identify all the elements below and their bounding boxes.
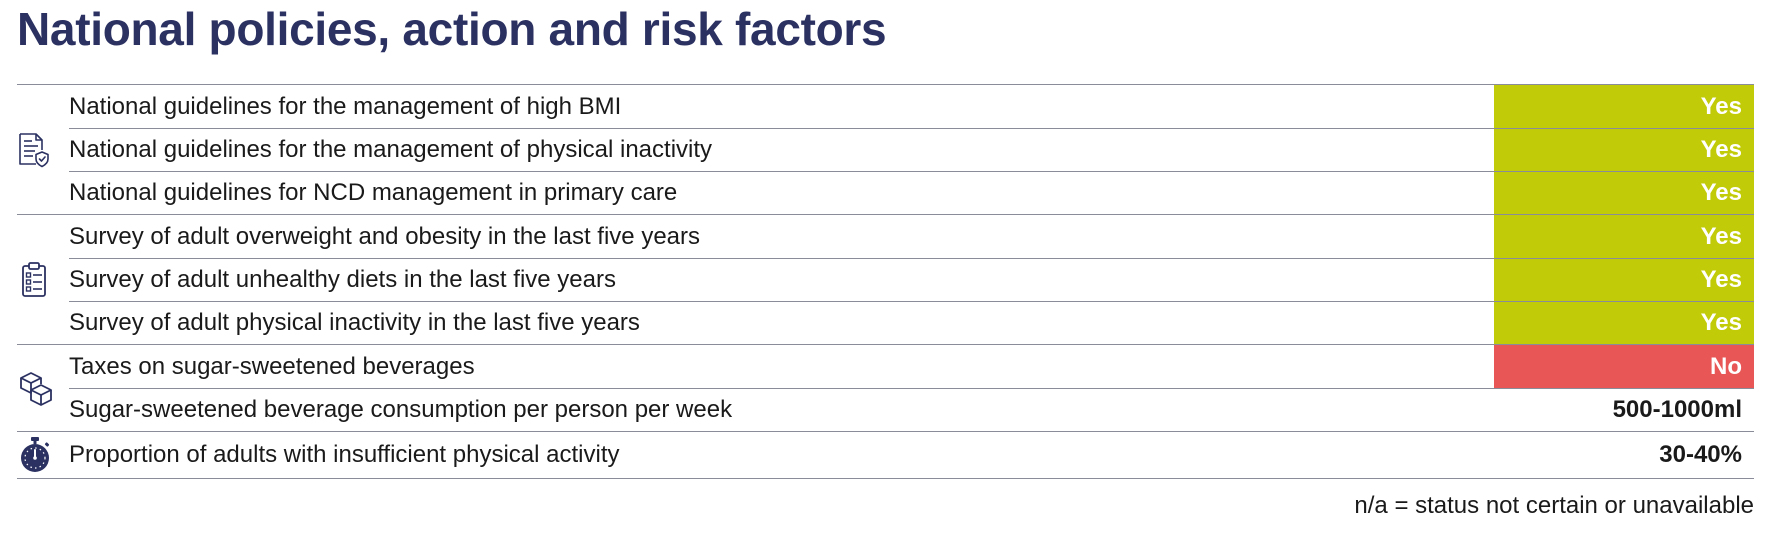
row-label: National guidelines for the management o… xyxy=(69,92,622,120)
table-row: Survey of adult physical inactivity in t… xyxy=(69,301,1754,344)
indicator-table: National guidelines for the management o… xyxy=(17,84,1754,479)
status-value: Yes xyxy=(1494,171,1754,214)
boxes-icon xyxy=(17,345,69,431)
page-title: National policies, action and risk facto… xyxy=(17,3,887,55)
beverages-group: Taxes on sugar-sweetened beverages No Su… xyxy=(17,345,1754,432)
measure-value: 500-1000ml xyxy=(1494,388,1754,431)
activity-group: Proportion of adults with insufficient p… xyxy=(17,432,1754,479)
table-row: National guidelines for the management o… xyxy=(69,85,1754,128)
row-label: Survey of adult overweight and obesity i… xyxy=(69,222,701,250)
guidelines-group: National guidelines for the management o… xyxy=(17,85,1754,215)
row-label: National guidelines for NCD management i… xyxy=(69,171,1494,214)
table-row: National guidelines for NCD management i… xyxy=(69,171,1754,214)
stopwatch-icon xyxy=(17,432,69,478)
table-row: Proportion of adults with insufficient p… xyxy=(69,432,1754,478)
row-label: Taxes on sugar-sweetened beverages xyxy=(69,352,475,380)
surveys-group: Survey of adult overweight and obesity i… xyxy=(17,215,1754,345)
survey-clipboard-icon xyxy=(17,215,69,344)
row-label: Proportion of adults with insufficient p… xyxy=(69,441,620,468)
status-value: Yes xyxy=(1494,301,1754,344)
row-label: Survey of adult unhealthy diets in the l… xyxy=(69,258,1494,301)
row-label: Survey of adult physical inactivity in t… xyxy=(69,301,1494,344)
row-label: National guidelines for the management o… xyxy=(69,128,1494,171)
table-row: Sugar-sweetened beverage consumption per… xyxy=(69,388,1754,431)
table-row: Survey of adult unhealthy diets in the l… xyxy=(69,258,1754,301)
guideline-document-icon xyxy=(17,85,69,214)
row-label: Sugar-sweetened beverage consumption per… xyxy=(69,388,1494,431)
status-value: Yes xyxy=(1494,258,1754,301)
status-value: Yes xyxy=(1494,85,1754,128)
status-value: Yes xyxy=(1494,128,1754,171)
status-value: No xyxy=(1494,345,1754,388)
status-value: Yes xyxy=(1494,215,1754,258)
table-row: Taxes on sugar-sweetened beverages No xyxy=(69,345,1754,388)
table-row: National guidelines for the management o… xyxy=(69,128,1754,171)
measure-value: 30-40% xyxy=(1659,441,1742,468)
footnote: n/a = status not certain or unavailable xyxy=(1354,492,1754,519)
table-row: Survey of adult overweight and obesity i… xyxy=(69,215,1754,258)
